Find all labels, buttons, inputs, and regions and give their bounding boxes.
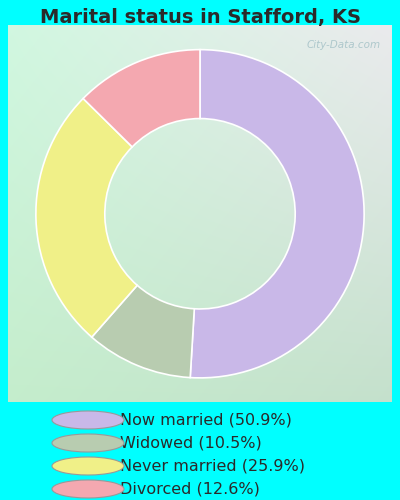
Text: Now married (50.9%): Now married (50.9%) bbox=[120, 412, 292, 428]
Text: Never married (25.9%): Never married (25.9%) bbox=[120, 458, 305, 473]
Circle shape bbox=[52, 457, 124, 475]
Circle shape bbox=[52, 411, 124, 429]
Text: Marital status in Stafford, KS: Marital status in Stafford, KS bbox=[40, 8, 360, 27]
Text: Divorced (12.6%): Divorced (12.6%) bbox=[120, 482, 260, 496]
Wedge shape bbox=[36, 98, 137, 337]
Wedge shape bbox=[92, 286, 194, 378]
Wedge shape bbox=[83, 50, 200, 147]
Circle shape bbox=[52, 434, 124, 452]
Text: City-Data.com: City-Data.com bbox=[306, 40, 380, 50]
Circle shape bbox=[52, 480, 124, 498]
Text: Widowed (10.5%): Widowed (10.5%) bbox=[120, 436, 262, 450]
Wedge shape bbox=[190, 50, 364, 378]
